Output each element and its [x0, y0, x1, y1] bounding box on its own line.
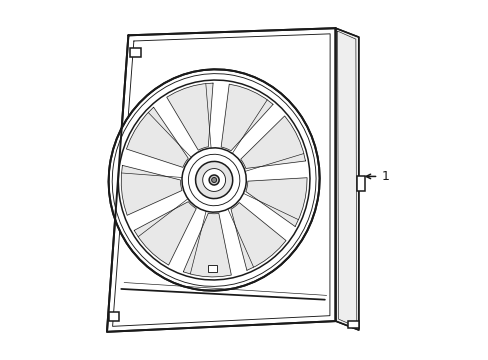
Polygon shape — [240, 116, 305, 168]
Polygon shape — [221, 84, 272, 151]
Ellipse shape — [195, 161, 232, 199]
FancyBboxPatch shape — [207, 265, 217, 272]
Text: 1: 1 — [381, 170, 389, 183]
Polygon shape — [134, 202, 196, 265]
Polygon shape — [230, 203, 285, 270]
Ellipse shape — [108, 69, 319, 291]
Polygon shape — [183, 213, 231, 277]
Polygon shape — [335, 28, 358, 330]
Polygon shape — [245, 178, 306, 226]
Polygon shape — [126, 107, 188, 167]
Polygon shape — [121, 165, 182, 215]
Ellipse shape — [182, 148, 246, 212]
Polygon shape — [166, 83, 213, 150]
FancyBboxPatch shape — [108, 312, 119, 321]
FancyBboxPatch shape — [130, 48, 141, 57]
FancyBboxPatch shape — [356, 176, 364, 191]
Ellipse shape — [203, 168, 225, 192]
FancyBboxPatch shape — [347, 321, 358, 328]
Ellipse shape — [209, 175, 219, 185]
Polygon shape — [107, 28, 335, 332]
Ellipse shape — [211, 177, 216, 183]
